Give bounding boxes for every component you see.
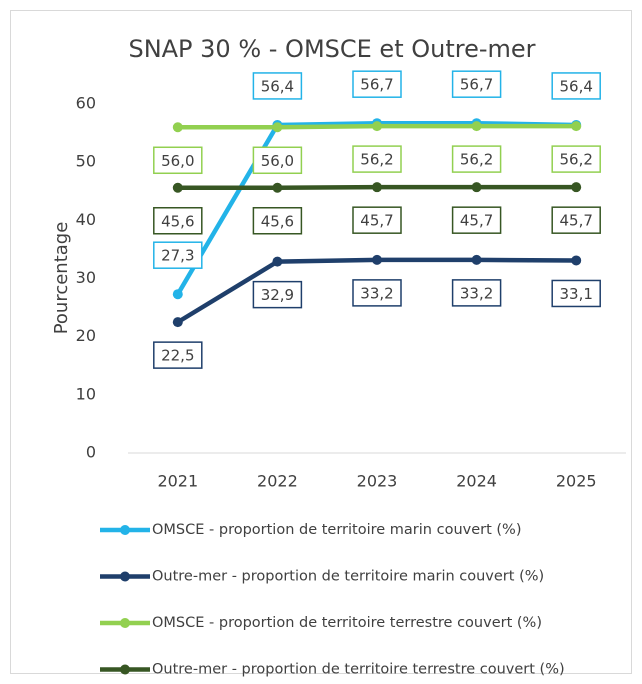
data-label-box	[451, 206, 502, 234]
series-marker	[372, 254, 382, 265]
data-label: 45,7	[559, 212, 592, 230]
y-axis-title: Pourcentage	[51, 222, 72, 335]
series-marker	[272, 256, 283, 267]
data-label: 56,7	[360, 76, 393, 94]
data-label: 32,9	[261, 286, 294, 304]
data-label: 45,7	[460, 212, 493, 230]
series-marker	[471, 121, 482, 132]
data-label-box	[551, 145, 601, 173]
data-label-box	[252, 207, 303, 235]
data-label-box	[153, 341, 203, 369]
series-marker	[571, 182, 582, 193]
data-label: 56,2	[460, 151, 493, 169]
data-label-box	[352, 145, 402, 173]
data-label-box	[352, 279, 402, 307]
series-marker	[471, 254, 482, 265]
y-tick-label: 0	[86, 443, 96, 462]
y-tick-label: 40	[76, 210, 96, 229]
series-marker	[471, 182, 482, 193]
series-marker	[272, 122, 283, 133]
data-label: 45,7	[360, 212, 393, 230]
y-tick-label: 20	[76, 326, 96, 345]
chart-title: SNAP 30 % - OMSCE et Outre-mer	[128, 35, 535, 63]
legend-marker	[120, 618, 130, 628]
series-marker	[172, 289, 183, 300]
legend-marker	[120, 664, 130, 675]
data-label: 56,4	[261, 77, 294, 95]
data-label-box	[153, 241, 203, 269]
y-tick-label: 10	[76, 384, 96, 403]
data-label: 33,1	[559, 285, 592, 303]
data-label: 27,3	[161, 247, 194, 265]
data-label: 33,2	[460, 284, 493, 302]
legend-label: Outre-mer - proportion de territoire ter…	[152, 662, 565, 678]
data-label-box	[352, 206, 402, 234]
data-label-box	[153, 146, 203, 175]
data-label: 56,0	[161, 152, 194, 170]
legend-label: OMSCE - proportion de territoire terrest…	[152, 615, 542, 631]
data-label-box	[551, 206, 601, 234]
data-label-box	[252, 146, 303, 175]
x-tick-label: 2021	[157, 472, 198, 491]
data-label-box	[451, 145, 502, 173]
data-label: 22,5	[161, 347, 194, 365]
x-tick-label: 2022	[257, 472, 298, 491]
y-tick-label: 50	[76, 152, 96, 171]
data-label: 33,2	[360, 284, 393, 302]
data-label: 45,6	[261, 212, 294, 230]
x-tick-label: 2024	[456, 472, 497, 491]
series-marker	[172, 182, 183, 193]
series-marker	[172, 317, 183, 328]
data-label-box	[551, 279, 601, 308]
data-label: 56,7	[460, 76, 493, 94]
series-marker	[172, 122, 183, 133]
data-label-box	[352, 70, 402, 98]
legend-label: Outre-mer - proportion de territoire mar…	[152, 569, 544, 585]
data-label: 45,6	[161, 212, 194, 230]
series-marker	[272, 182, 283, 193]
data-label: 56,2	[559, 151, 592, 169]
series-marker	[571, 255, 582, 266]
y-tick-label: 30	[76, 268, 96, 287]
data-label-box	[252, 72, 303, 100]
legend-label: OMSCE - proportion de territoire marin c…	[152, 522, 521, 538]
legend-marker	[120, 525, 130, 535]
series-marker	[372, 121, 382, 132]
x-tick-label: 2023	[357, 472, 398, 491]
data-label: 56,2	[360, 151, 393, 169]
x-tick-label: 2025	[556, 472, 597, 491]
y-tick-label: 60	[76, 94, 96, 113]
series-marker	[372, 182, 382, 193]
legend-marker	[120, 571, 130, 582]
chart-border	[10, 10, 632, 674]
data-label-box	[451, 279, 502, 307]
data-label-box	[252, 280, 303, 309]
data-label: 56,0	[261, 152, 294, 170]
data-label-box	[153, 207, 203, 235]
data-label-box	[451, 70, 502, 98]
data-label-box	[551, 72, 601, 100]
data-label: 56,4	[559, 77, 592, 95]
series-marker	[571, 121, 582, 132]
